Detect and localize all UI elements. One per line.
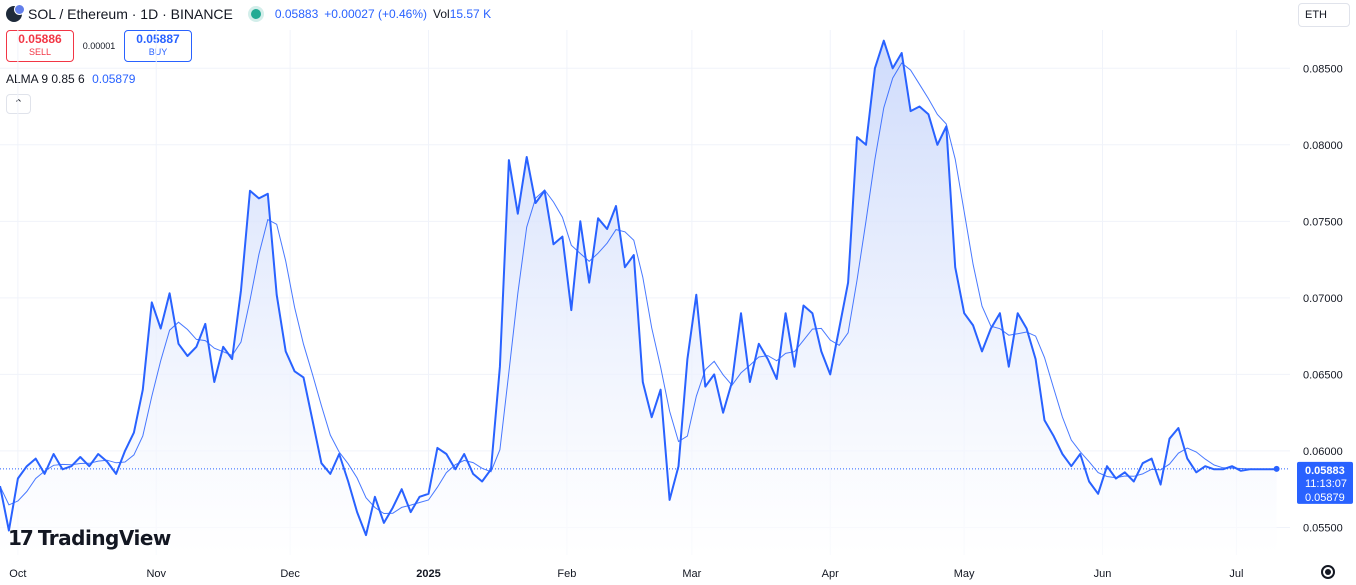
x-tick-label: May [954, 568, 975, 580]
alma-line [0, 62, 1277, 515]
buy-price: 0.05887 [136, 32, 180, 46]
y-tick-label: 0.08000 [1303, 140, 1343, 152]
y-tick-label: 0.06000 [1303, 446, 1343, 458]
x-tick-label: Apr [822, 568, 839, 580]
x-tick-label: Nov [146, 568, 166, 580]
price-tag-price: 0.05883 [1305, 465, 1345, 477]
price-tag-box [1297, 461, 1353, 504]
sell-label: SELL [28, 47, 52, 57]
sell-button[interactable]: 0.05886 SELL [6, 30, 74, 62]
buy-button[interactable]: 0.05887 BUY [124, 30, 192, 62]
symbol-logo-icon [6, 4, 25, 22]
price-line [0, 39, 1277, 537]
currency-button[interactable]: ETH [1298, 3, 1350, 27]
sell-price: 0.05886 [18, 32, 62, 46]
y-tick-label: 0.08500 [1303, 63, 1343, 75]
volume-label: Vol [433, 7, 450, 21]
brand-name: TradingView [37, 526, 172, 550]
price-area [0, 40, 1277, 555]
x-tick-label: Jul [1229, 568, 1243, 580]
chevron-up-icon[interactable]: ⌃ [6, 94, 31, 114]
indicator-legend[interactable]: ALMA 9 0.85 6 0.05879 [6, 72, 135, 86]
close-price: 0.05883 [274, 7, 319, 21]
volume-value: 15.57 K [449, 7, 492, 21]
gear-icon[interactable] [1321, 565, 1335, 579]
buy-label: BUY [148, 47, 168, 57]
trade-panel: 0.05886 SELL 0.00001 0.05887 BUY [6, 30, 192, 62]
indicator-name: ALMA 9 0.85 6 [6, 72, 85, 86]
price-change: +0.00027 (+0.46%) [324, 7, 428, 21]
y-tick-label: 0.07500 [1303, 216, 1343, 228]
price-tag-alma: 0.05879 [1305, 492, 1345, 504]
tradingview-mark-icon: 17 [8, 526, 34, 550]
tradingview-logo[interactable]: 17 TradingView [8, 526, 171, 550]
x-tick-label: Feb [557, 568, 576, 580]
last-price-dot [1273, 465, 1280, 472]
x-tick-label: Oct [9, 568, 26, 580]
indicator-value: 0.05879 [92, 72, 136, 86]
y-tick-label: 0.06500 [1303, 369, 1343, 381]
x-tick-label: Mar [682, 568, 701, 580]
price-tag-countdown: 11:13:07 [1305, 478, 1347, 490]
x-tick-label: Jun [1094, 568, 1112, 580]
y-tick-label: 0.05500 [1303, 522, 1343, 534]
x-tick-label: Dec [280, 568, 300, 580]
chart-header: SOL / Ethereum · 1D · BINANCE 0.05883 +0… [0, 0, 491, 28]
symbol-title[interactable]: SOL / Ethereum · 1D · BINANCE [28, 6, 233, 22]
spread-value: 0.00001 [82, 41, 116, 51]
y-tick-label: 0.07000 [1303, 293, 1343, 305]
x-tick-label: 2025 [416, 568, 440, 580]
live-dot-icon [250, 9, 261, 19]
